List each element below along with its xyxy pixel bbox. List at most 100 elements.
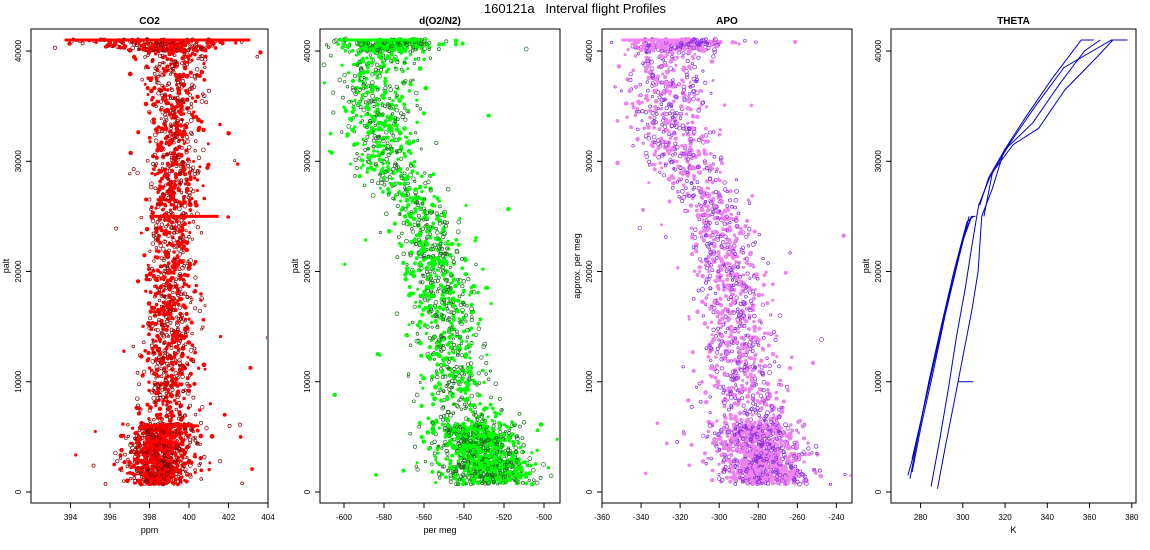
data-point [174,360,178,364]
data-point [360,119,364,123]
data-point [430,314,435,318]
data-point [439,335,443,339]
data-point [435,278,440,283]
data-point [159,222,164,227]
data-point [144,289,148,293]
data-point [133,443,138,448]
data-point [451,411,455,415]
data-point [159,117,163,121]
data-point [481,468,485,472]
data-point [141,324,145,328]
data-point [218,459,223,464]
data-point [497,458,503,463]
data-point [155,162,159,166]
data-point [192,176,197,180]
data-point [190,343,195,347]
data-point [193,53,197,57]
data-point [178,405,182,409]
data-point [181,131,187,137]
data-point [407,285,412,289]
data-point [161,294,165,298]
data-point [342,72,347,78]
data-point [354,53,359,57]
data-point [196,366,201,370]
data-point [419,373,423,377]
data-point [195,225,200,230]
data-point [180,260,185,265]
data-point [421,386,425,390]
data-point [430,420,435,425]
data-point [190,196,194,201]
data-point [180,442,185,447]
data-point [505,424,509,429]
data-point [469,317,474,323]
data-point [371,87,375,92]
data-point [404,238,409,244]
data-point [199,468,204,473]
data-point [368,161,373,166]
data-point [408,50,413,54]
data-point [420,174,424,179]
data-point [398,241,402,245]
data-point [202,61,206,66]
data-point [435,309,440,314]
data-point [451,296,455,300]
data-point [185,157,191,162]
data-point [179,313,185,319]
data-point [177,358,182,363]
data-point [110,44,114,49]
data-point [188,440,193,445]
data-point [361,92,365,96]
data-point [131,167,136,172]
data-point [185,135,190,140]
data-point [417,421,422,426]
data-point [178,363,182,367]
data-point [421,111,426,116]
data-point [161,371,165,375]
data-point [174,104,180,109]
data-point [161,258,166,263]
data-point [144,273,149,278]
data-point [173,179,177,183]
data-point [191,429,195,434]
data-point [158,352,163,357]
data-point [151,273,156,279]
data-point [183,478,186,482]
data-point [393,116,397,120]
data-point [170,243,176,248]
data-point [157,240,163,245]
data-point [149,207,153,212]
x-tick-label: 396 [103,513,117,522]
data-point [481,472,486,477]
data-point [158,64,162,68]
data-point [402,214,408,219]
data-point [191,45,194,49]
data-point [403,61,407,65]
data-point [350,48,355,53]
data-point [436,471,442,477]
data-point [188,170,192,175]
data-point [367,156,372,161]
data-point [162,289,166,293]
data-point [465,384,470,389]
data-point [195,178,200,182]
data-point [173,430,178,434]
data-point [208,461,212,465]
data-point [327,45,331,49]
data-point [166,324,170,328]
data-point [144,436,149,440]
data-point [162,353,167,358]
data-point [460,284,465,289]
data-point [130,45,136,51]
data-point [501,432,506,437]
data-point [513,445,518,450]
data-point [185,326,189,329]
plot-area [52,37,267,487]
data-point [173,96,178,101]
data-point [130,426,135,430]
data-point [143,464,148,469]
data-point [201,325,205,329]
data-point [146,469,150,473]
data-point [189,102,194,106]
data-point [456,277,460,282]
